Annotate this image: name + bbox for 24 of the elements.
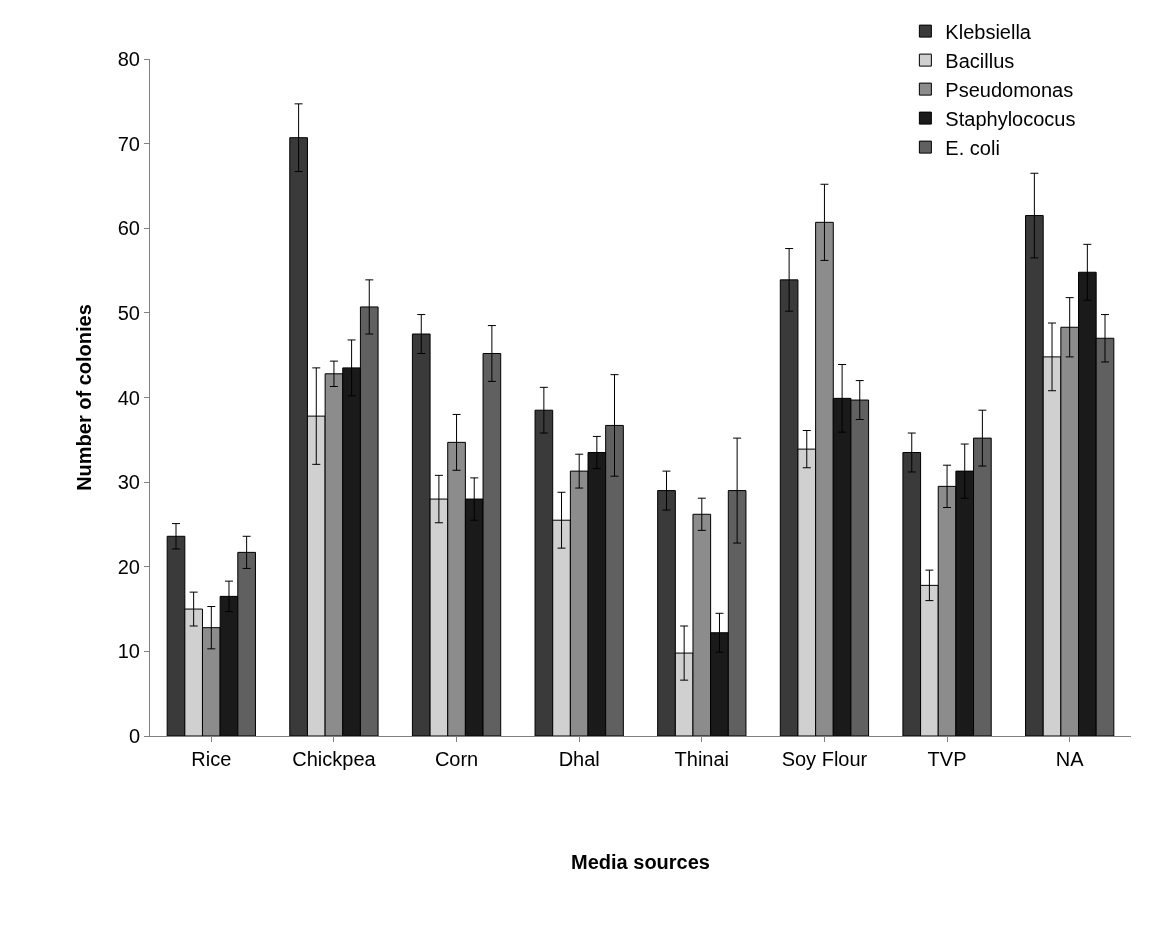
y-tick-label: 10 [117, 640, 140, 663]
x-tick-label: TVP [927, 748, 967, 770]
x-tick-label: Dhal [558, 748, 600, 770]
legend-label: Klebsiella [945, 20, 1032, 43]
x-tick-label: Soy Flour [781, 748, 868, 770]
x-tick-label: Thinai [674, 748, 730, 770]
legend-label: E. coli [945, 136, 1000, 159]
y-tick-label: 20 [117, 555, 140, 578]
legend-label: Bacillus [945, 49, 1015, 72]
x-tick-label: Rice [191, 748, 232, 770]
y-tick-label: 50 [117, 301, 140, 324]
y-axis-title: Number of colonies [73, 304, 96, 491]
x-tick-label: Chickpea [292, 748, 377, 770]
y-tick-label: 60 [117, 217, 140, 240]
y-tick-label: 40 [117, 386, 140, 409]
y-tick-label: 80 [117, 48, 140, 70]
x-axis-title: Media sources [571, 850, 710, 873]
y-tick-label: 30 [117, 471, 140, 494]
x-tick-label: Corn [434, 748, 479, 770]
y-tick-label: 0 [128, 725, 140, 747]
legend-label: Pseudomonas [945, 78, 1074, 101]
x-tick-label: NA [1055, 748, 1085, 770]
y-tick-label: 70 [117, 132, 140, 155]
legend-label: Staphylococus [945, 107, 1076, 130]
